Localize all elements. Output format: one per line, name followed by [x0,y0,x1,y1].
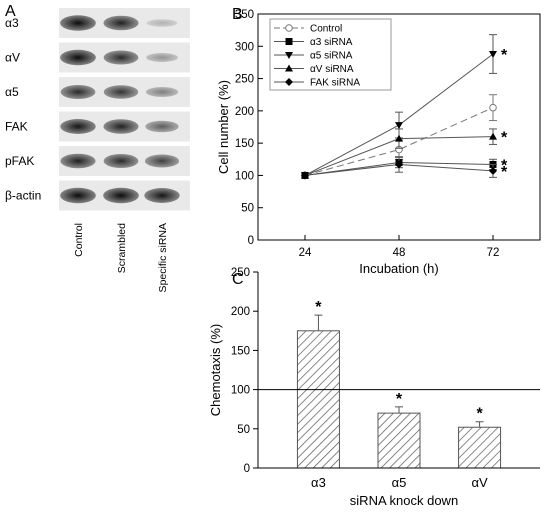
data-point-square [285,38,293,45]
panel-letter-b: B [232,6,243,23]
bar-category-label: α5 [392,475,407,490]
blot-band [60,119,96,134]
bar [296,330,340,469]
panel-letter-a: A [5,3,16,20]
blot-band [146,53,178,62]
blot-row-label: αV [5,51,20,65]
bar-significance-star: * [315,299,322,316]
blot-row-label: α5 [5,85,19,99]
blot-band [146,19,178,27]
blot-band [103,50,139,65]
data-point-diamond [489,166,497,175]
data-point-triangle-down [489,51,497,59]
line-chart-y-tick-label: 150 [235,138,254,150]
blot-row-label: β-actin [5,189,41,203]
blot-band [60,49,96,66]
bar-category-label: α3 [311,475,326,490]
data-point-triangle-up [395,134,403,142]
bar-chart-y-tick-label: 250 [231,267,250,279]
blot-band [60,153,96,169]
data-point-triangle-up [489,132,497,140]
blot-row-label: α3 [5,16,19,30]
data-point-open-circle [285,24,293,32]
bar-chart-y-tick-label: 200 [231,306,250,318]
line-chart-y-axis-label: Cell number (%) [216,80,231,174]
blot-band [103,15,139,31]
line-chart-legend: Control α3 siRNA α5 siRNA αV siRNA FAK siRNA [269,18,392,91]
blot-band [103,154,139,168]
significance-star: * [501,130,508,147]
series-line [304,107,494,176]
bar-chart-y-tick-label: 100 [231,385,250,397]
line-chart-y-tick-label: 350 [235,9,254,21]
blot-lane-label: Control [73,223,85,257]
blot-band [103,187,139,204]
blot-band [60,15,96,31]
line-chart-x-tick-label: 24 [299,247,312,259]
bar-chart-y-tick-label: 0 [244,463,250,475]
panel-letter-c: C [232,271,244,288]
blot-band [103,119,139,134]
line-chart-x-axis-label: Incubation (h) [359,261,439,276]
bar-chart-x-axis-label: siRNA knock down [350,493,458,508]
blot-band [60,85,96,99]
blot-band [144,188,180,203]
line-chart-x-tick-label: 72 [487,247,500,259]
data-point-diamond [395,160,403,169]
line-chart-y-tick-label: 250 [235,74,254,86]
line-chart-y-tick-label: 200 [235,106,254,118]
line-chart-y-tick-label: 100 [235,170,254,182]
blot-lane-label: Specific siRNA [157,223,169,292]
blot-row-label: FAK [5,120,28,134]
significance-star: * [501,157,508,174]
data-point-triangle-up [285,64,293,72]
legend-entry-label: FAK siRNA [310,78,360,89]
data-point-diamond [285,78,293,86]
significance-star: * [501,164,508,181]
data-point-open-circle [489,103,497,112]
data-point-triangle-down [395,122,403,130]
blot-lane-label: Scrambled [116,223,128,273]
blot-row-label: pFAK [5,154,34,168]
bar-chart-y-axis-label: Chemotaxis (%) [208,324,223,416]
legend-entry-label: Control [310,24,342,35]
line-chart-x-tick-label: 48 [393,247,406,259]
significance-star: * [501,47,508,64]
bar [458,426,502,469]
bar [377,412,421,469]
western-blot: α3 αV α5 FAK pFAK β-actin Control Scrambled Spec… [5,8,190,292]
bar-chart-y-tick-label: 150 [231,345,250,357]
line-chart-y-tick-label: 0 [248,235,254,247]
line-chart-y-tick-label: 300 [235,41,254,53]
line-chart-y-tick-label: 50 [241,203,254,215]
chemotaxis-bar-chart: * * * α3 α5 αV 0 50 100 150 200 250 siRNA knock do… [208,267,540,508]
bar-category-label: αV [471,475,488,490]
bar-chart-y-tick-label: 50 [237,424,250,436]
blot-band [103,85,139,99]
blot-band [145,87,179,97]
bar-significance-star: * [476,406,483,423]
blot-band [145,120,179,133]
blot-band [144,154,180,168]
bar-significance-star: * [396,391,403,408]
legend-entry-label: αV siRNA [310,64,354,75]
blot-band [60,187,96,204]
legend-entry-label: α5 siRNA [310,51,353,62]
data-point-diamond [301,171,309,180]
legend-entry-label: α3 siRNA [310,37,353,48]
data-point-triangle-down [285,52,293,59]
